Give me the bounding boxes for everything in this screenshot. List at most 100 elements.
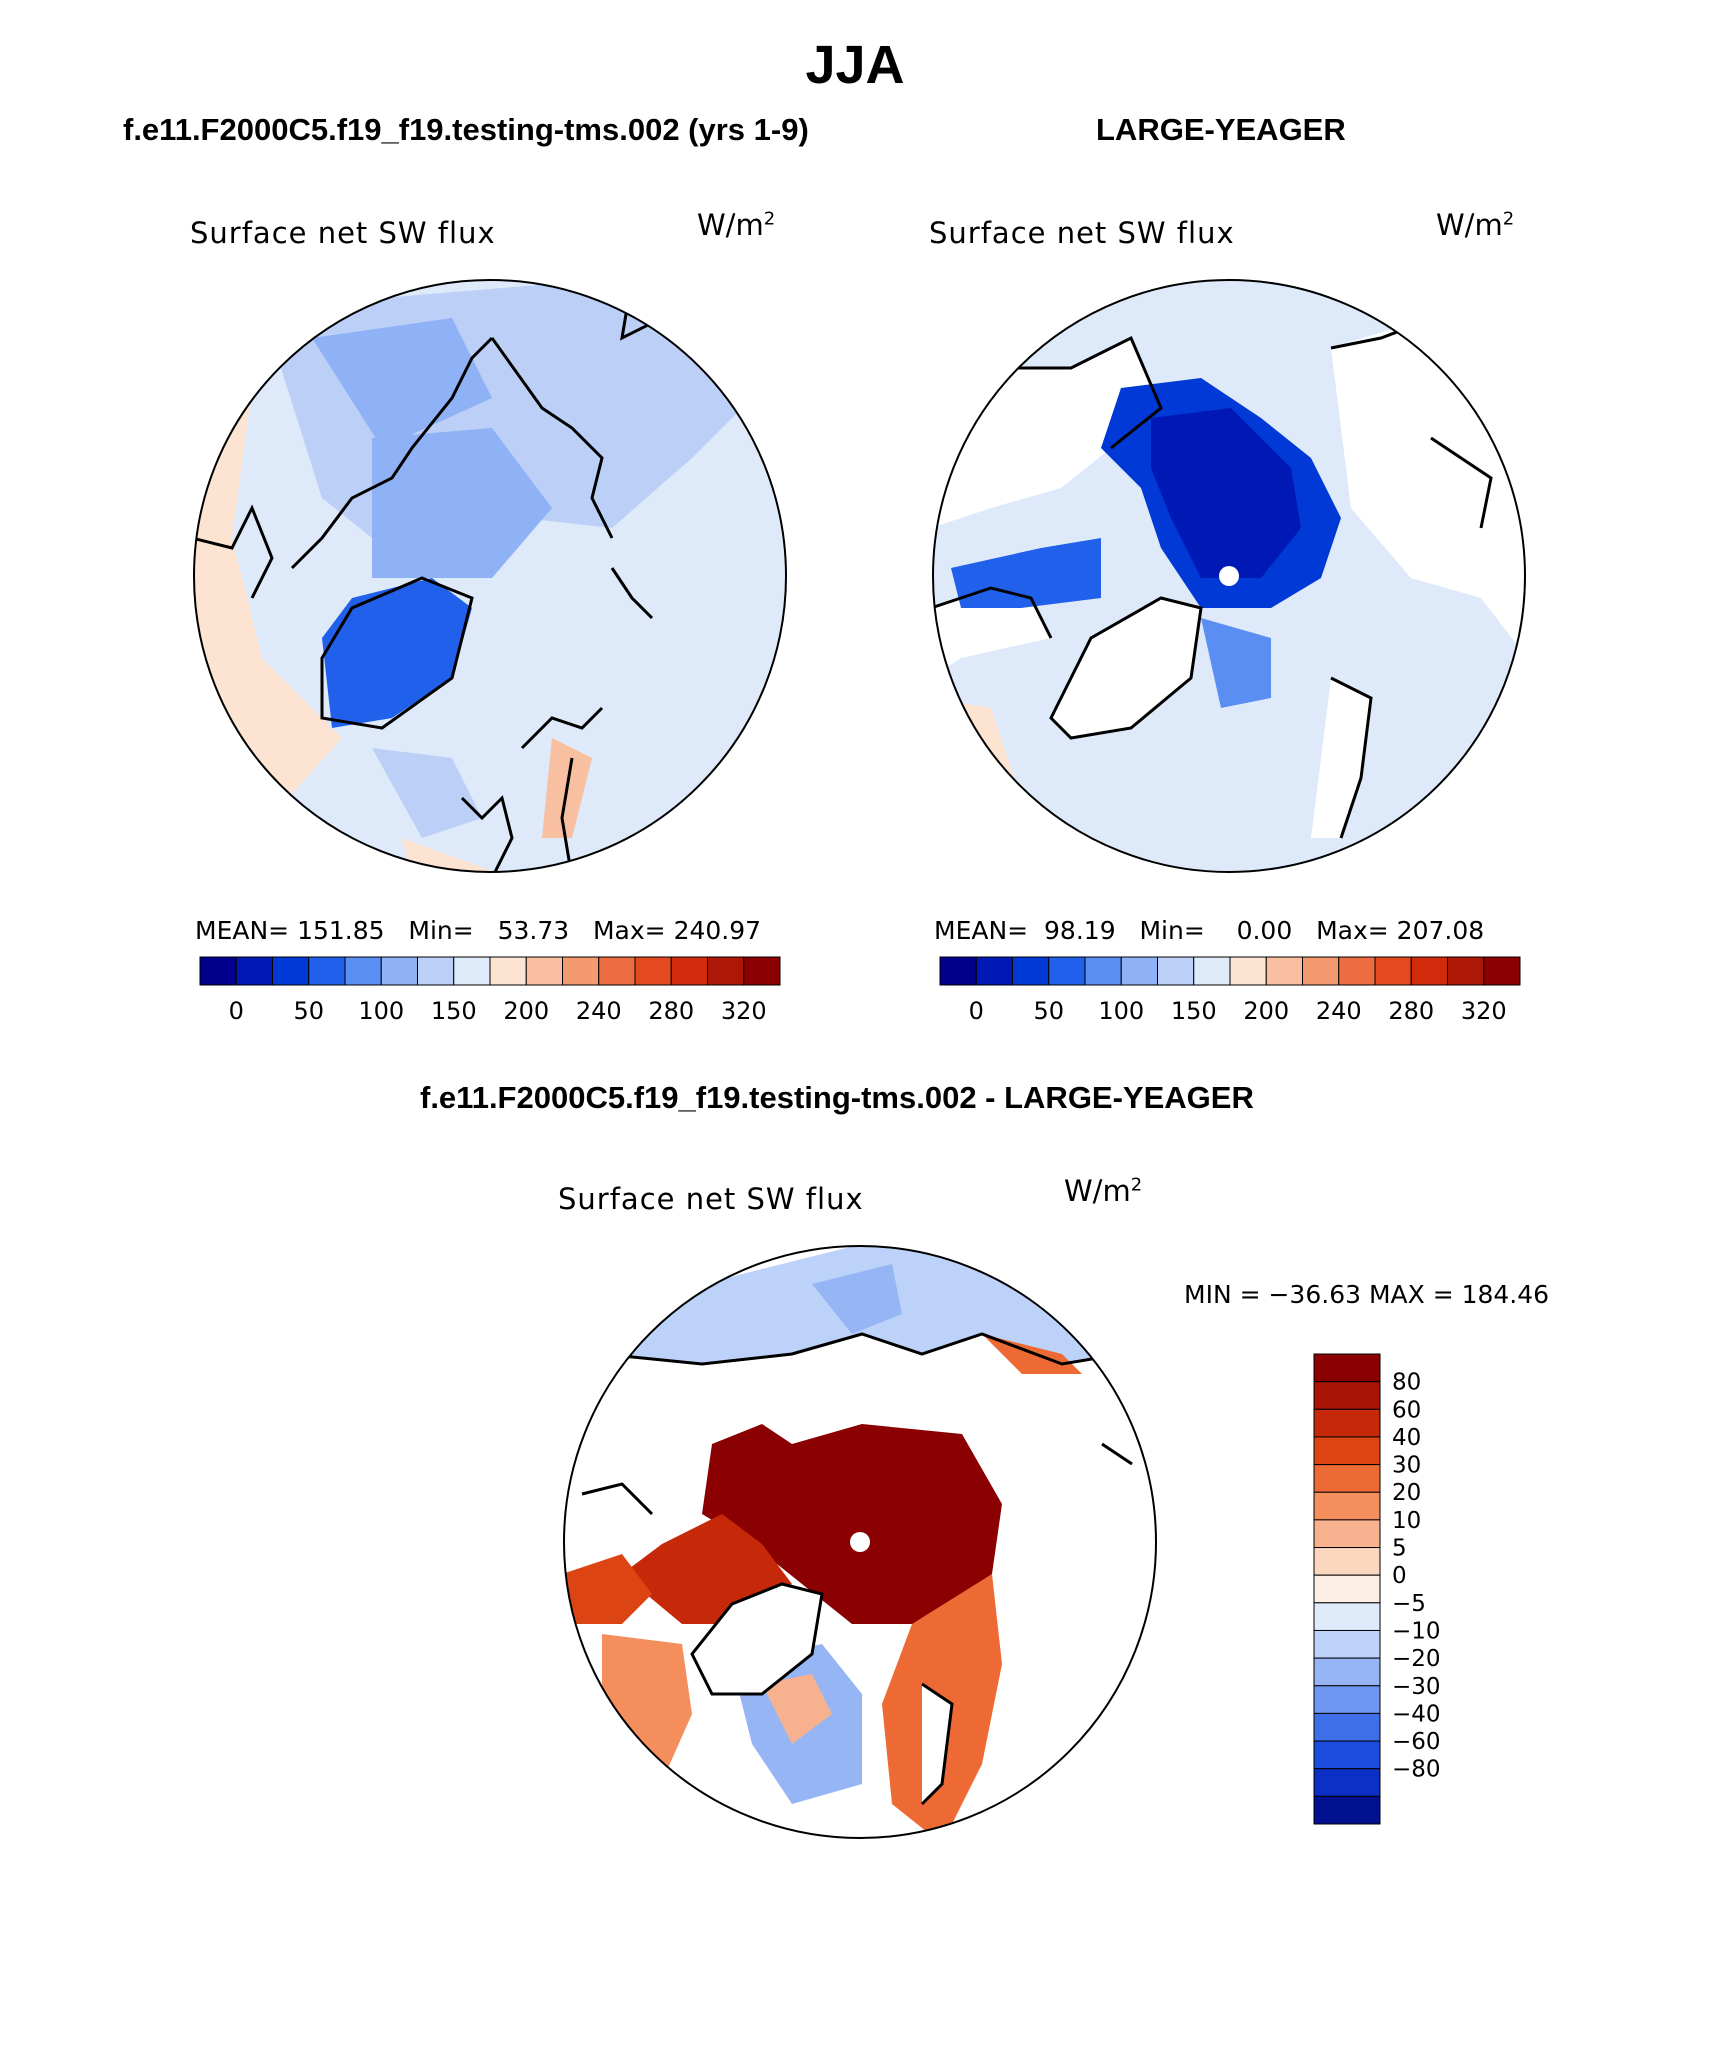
diff-colorbar-box: [1313, 1464, 1381, 1493]
model-colorbar-tick-label: 150: [431, 997, 477, 1025]
diff-colorbar-tick-label: 10: [1392, 1508, 1421, 1534]
obs-map-border: [932, 279, 1526, 873]
model-colorbar-box: [380, 956, 418, 986]
diff-colorbar-box: [1313, 1768, 1381, 1797]
diff-colorbar-box: [1313, 1381, 1381, 1410]
obs-colorbar-tick-label: 280: [1388, 997, 1434, 1025]
diff-arctic-core-warm: [702, 1424, 1002, 1624]
model-colorbar-tick-label: 100: [358, 997, 404, 1025]
model-max-value: 240.97: [673, 916, 762, 945]
obs-colorbar-tick-label: 150: [1171, 997, 1217, 1025]
obs-mean-value: 98.19: [1044, 916, 1116, 945]
obs-land-scandinavia: [1311, 678, 1371, 838]
model-cool-region-central: [372, 428, 552, 578]
obs-colorbar-box: [1410, 956, 1448, 986]
model-min-value: 53.73: [497, 916, 570, 945]
diff-coastlines: [581, 1332, 1133, 1806]
model-colorbar-box: [562, 956, 600, 986]
diff-labrador-warm: [602, 1634, 692, 1804]
model-colorbar-tick-label: 200: [503, 997, 549, 1025]
model-stats: MEAN= 151.85 Min= 53.73 Max= 240.97: [195, 916, 762, 945]
obs-colorbar-box: [1483, 956, 1521, 986]
model-colorbar-box: [235, 956, 273, 986]
obs-max-value: 207.08: [1396, 916, 1485, 945]
diff-colorbar-tick-label: −5: [1392, 1591, 1426, 1617]
model-colorbar-box: [634, 956, 672, 986]
diff-colorbar-box: [1313, 1602, 1381, 1631]
obs-colorbar-box: [1193, 956, 1231, 986]
obs-min-value: 0.00: [1236, 916, 1293, 945]
diff-colorbar-tick-label: 30: [1392, 1453, 1421, 1479]
diff-greenland: [692, 1584, 822, 1694]
obs-canadian-archipelago: [951, 538, 1101, 608]
model-colorbar-box: [453, 956, 491, 986]
obs-colorbar-box: [975, 956, 1013, 986]
obs-warm-region-ne: [1511, 288, 1525, 338]
model-colorbar-tick-label: 50: [293, 997, 324, 1025]
model-colorbar-box: [344, 956, 382, 986]
diff-colorbar-box: [1313, 1491, 1381, 1521]
obs-colorbar-box: [1302, 956, 1340, 986]
diff-colorbar-box: [1313, 1795, 1381, 1825]
model-colorbar-tick-label: 320: [721, 997, 767, 1025]
diff-colorbar-tick-label: 40: [1392, 1425, 1421, 1451]
obs-colorbar: 0 50 100 150 200 240 280 320: [939, 956, 1521, 1025]
obs-colorbar-box: [1084, 956, 1122, 986]
model-colorbar-box: [525, 956, 563, 986]
model-colorbar-box: [417, 956, 455, 986]
obs-land-canada-east: [933, 588, 1051, 678]
diff-colorbar-tick-label: 20: [1392, 1480, 1421, 1506]
obs-colorbar-box: [1338, 956, 1376, 986]
obs-colorbar-box: [1374, 956, 1412, 986]
diff-colorbar-box: [1313, 1519, 1381, 1549]
diff-pole-marker: [850, 1532, 870, 1552]
diff-run-title: f.e11.F2000C5.f19_f19.testing-tms.002 - …: [420, 1080, 1254, 1115]
model-colorbar-box: [707, 956, 745, 986]
model-colorbar-box: [308, 956, 346, 986]
model-units-label: W/m2: [697, 208, 776, 242]
diff-colorbar-tick-label: −30: [1392, 1674, 1440, 1700]
diff-colorbar-box: [1313, 1657, 1381, 1687]
model-colorbar-box: [199, 956, 237, 986]
obs-barents-region: [1201, 618, 1271, 708]
obs-colorbar-tick-label: 0: [969, 997, 984, 1025]
obs-colorbar-box: [1447, 956, 1485, 986]
model-greenland-low: [322, 578, 472, 728]
diff-colorbar-tick-label: −20: [1392, 1646, 1440, 1672]
diff-colorbar-tick-label: −60: [1392, 1729, 1440, 1755]
diff-colorbar-tick-label: −10: [1392, 1618, 1440, 1644]
obs-colorbar-tick-label: 100: [1098, 997, 1144, 1025]
diff-colorbar-tick-label: 80: [1392, 1370, 1421, 1396]
diff-colorbar-box: [1313, 1712, 1381, 1742]
obs-colorbar-box: [939, 956, 977, 986]
diff-colorbar-tick-label: −80: [1392, 1757, 1440, 1783]
diff-units-label: W/m2: [1064, 1174, 1143, 1208]
diff-colorbar-tick-label: 0: [1392, 1563, 1407, 1589]
obs-colorbar-tick-label: 320: [1461, 997, 1507, 1025]
obs-polar-map: [932, 279, 1526, 873]
obs-colorbar-box: [1157, 956, 1195, 986]
diff-colorbar-box: [1313, 1629, 1381, 1659]
diff-colorbar-box: [1313, 1574, 1381, 1604]
diff-scandinavia: [922, 1684, 952, 1804]
diff-polar-map: [563, 1245, 1157, 1839]
diff-colorbar-box: [1313, 1353, 1381, 1383]
model-cool-region-pacific: [312, 318, 492, 448]
obs-colorbar-box: [1265, 956, 1303, 986]
model-colorbar-box: [272, 956, 310, 986]
diff-minmax: MIN = −36.63 MAX = 184.46: [1184, 1280, 1550, 1309]
obs-arctic-ice-inner: [1151, 408, 1301, 578]
model-colorbar-box: [743, 956, 781, 986]
diff-hudson-warm: [564, 1554, 652, 1624]
diff-colorbar-tick-label: 60: [1392, 1397, 1421, 1423]
obs-colorbar-box: [1120, 956, 1158, 986]
diff-colorbar-box: [1313, 1547, 1381, 1576]
diff-plot-title: Surface net SW flux: [558, 1182, 864, 1216]
obs-colorbar-tick-label: 240: [1316, 997, 1362, 1025]
obs-units-label: W/m2: [1436, 208, 1515, 242]
model-colorbar-tick-label: 280: [648, 997, 694, 1025]
model-colorbar: 0 50 100 150 200 240 280 320: [199, 956, 781, 1025]
model-mean-value: 151.85: [297, 916, 385, 945]
obs-pole-marker: [1219, 566, 1239, 586]
